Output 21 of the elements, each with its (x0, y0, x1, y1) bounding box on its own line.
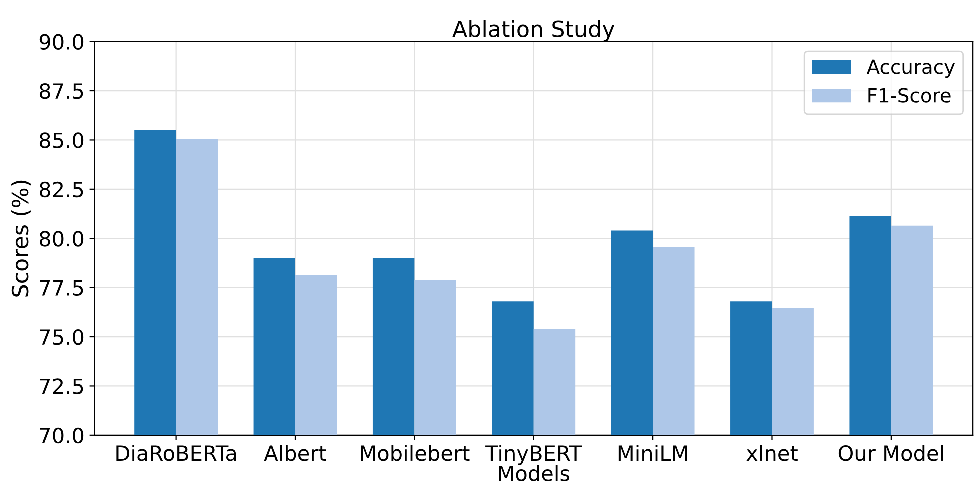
x-tick-label: Mobilebert (361, 445, 470, 462)
y-tick-label: 72.5 (40, 378, 84, 394)
y-tick-label: 87.5 (40, 83, 84, 100)
x-axis-title: Models (499, 465, 570, 482)
y-tick-label: 77.5 (40, 280, 84, 296)
x-tick-label: Our Model (838, 445, 944, 462)
x-tick-label: MiniLM (618, 445, 688, 461)
y-tick-label: 80.0 (40, 231, 84, 247)
y-tick-label: 90.0 (40, 34, 84, 50)
x-tick-label: TinyBERT (486, 445, 582, 466)
legend-label: Accuracy (866, 60, 955, 78)
y-tick-label: 82.5 (40, 182, 84, 198)
x-tick-label: DiaRoBERTa (116, 445, 236, 462)
y-tick-label: 75.0 (40, 329, 84, 346)
x-tick-label: xlnet (746, 445, 798, 462)
y-tick-label: 85.0 (40, 132, 84, 148)
legend-label: F1-Score (868, 88, 951, 103)
y-axis-title: Scores (%) (12, 180, 32, 297)
chart-title: Ablation Study (452, 20, 615, 42)
x-tick-label: Albert (264, 445, 326, 462)
y-tick-label: 70.0 (40, 428, 84, 444)
